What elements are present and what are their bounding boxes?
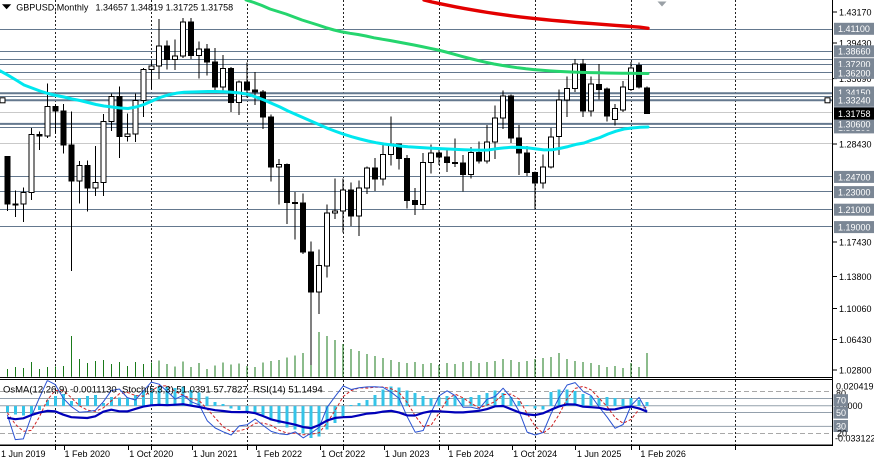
svg-text:1.39430: 1.39430 [839,38,872,48]
svg-text:1.41100: 1.41100 [838,24,870,34]
svg-text:1.10060: 1.10060 [839,304,872,314]
svg-text:1.38660: 1.38660 [838,47,871,57]
svg-text:1.21000: 1.21000 [838,205,871,215]
svg-text:1.35690: 1.35690 [839,74,872,84]
svg-text:OsMA(12,26,9) -0.0011130 Stoc: OsMA(12,26,9) -0.0011130 Stoch(5,3,3) 51… [3,384,323,395]
svg-text:1 Feb 2024: 1 Feb 2024 [448,449,494,459]
svg-text:1.43170: 1.43170 [839,7,872,17]
svg-text:70: 70 [836,396,846,406]
svg-text:1.28430: 1.28430 [839,139,872,149]
svg-text:1 Jun 2021: 1 Jun 2021 [193,449,238,459]
svg-text:1 Jun 2019: 1 Jun 2019 [1,449,46,459]
svg-text:1.30600: 1.30600 [838,120,871,130]
svg-text:1.02800: 1.02800 [839,365,872,375]
svg-text:1.06430: 1.06430 [839,335,872,345]
svg-text:GBPUSD,Monthly: GBPUSD,Monthly [16,2,89,12]
svg-text:1.13800: 1.13800 [839,272,872,282]
svg-text:1 Jun 2025: 1 Jun 2025 [577,449,622,459]
svg-text:1 Oct 2024: 1 Oct 2024 [513,449,557,459]
svg-text:30: 30 [836,421,846,431]
svg-text:-0.0331225: -0.0331225 [835,434,874,444]
svg-text:1 Feb 2026: 1 Feb 2026 [640,449,686,459]
svg-text:1.34150: 1.34150 [838,88,871,98]
svg-text:1.19000: 1.19000 [838,223,871,233]
svg-text:50: 50 [836,408,846,418]
svg-text:0.0204197: 0.0204197 [836,381,874,391]
svg-text:1.17430: 1.17430 [839,237,872,247]
svg-text:1.34657 1.34819 1.31725 1.3175: 1.34657 1.34819 1.31725 1.31758 [96,2,234,12]
svg-text:80: 80 [836,389,846,399]
svg-text:1.37200: 1.37200 [838,60,871,70]
svg-text:1 Feb 2020: 1 Feb 2020 [65,449,111,459]
svg-text:0.0000: 0.0000 [835,401,863,411]
svg-text:1.23000: 1.23000 [838,188,871,198]
svg-text:1.24700: 1.24700 [838,172,871,182]
svg-text:1 Oct 2020: 1 Oct 2020 [129,449,173,459]
svg-text:20: 20 [837,429,847,439]
svg-text:1 Jun 2023: 1 Jun 2023 [385,449,430,459]
svg-text:1 Oct 2022: 1 Oct 2022 [321,449,365,459]
svg-text:1.36200: 1.36200 [838,68,871,78]
svg-text:1.33240: 1.33240 [838,96,871,106]
svg-text:1 Feb 2022: 1 Feb 2022 [256,449,302,459]
svg-text:1.31758: 1.31758 [838,109,871,119]
